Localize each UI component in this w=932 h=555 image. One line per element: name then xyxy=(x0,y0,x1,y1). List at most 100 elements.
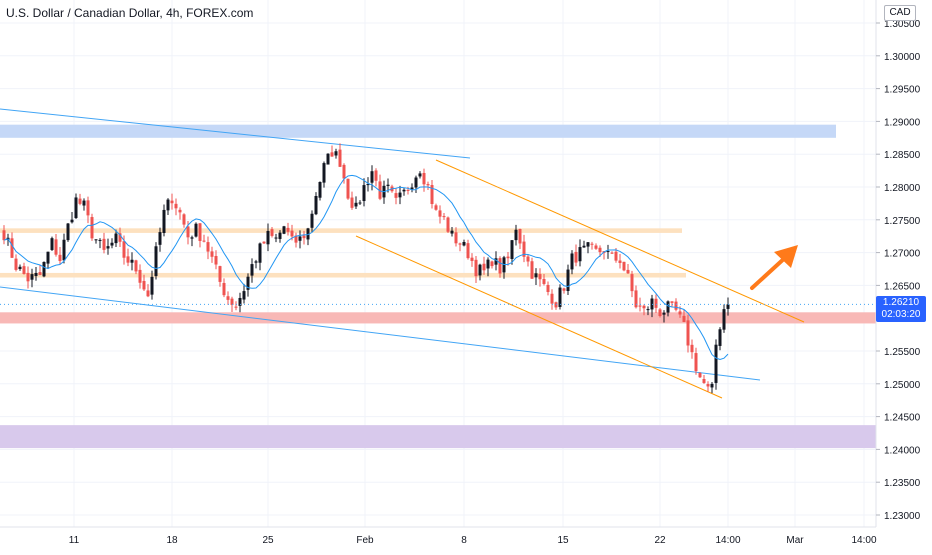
candle-body xyxy=(194,223,198,237)
candle-body xyxy=(210,251,214,257)
candle-body xyxy=(342,164,346,179)
candle-body xyxy=(522,241,526,257)
candle-body xyxy=(386,184,390,186)
candle-body xyxy=(482,263,486,271)
y-tick-label: 1.24000 xyxy=(884,445,921,456)
y-tick-label: 1.24500 xyxy=(884,413,921,424)
candle-body xyxy=(322,163,326,183)
candle-body xyxy=(710,383,714,388)
candle-body xyxy=(70,219,74,223)
candle-body xyxy=(110,242,114,246)
candle-body xyxy=(278,232,282,239)
candle-body xyxy=(370,171,374,183)
candle-body xyxy=(182,214,186,225)
y-tick-label: 1.28000 xyxy=(884,183,921,194)
candle-body xyxy=(694,353,698,372)
candle-body xyxy=(582,245,586,248)
candle-body xyxy=(150,276,154,295)
candle-body xyxy=(54,239,58,255)
candle-body xyxy=(218,266,222,282)
candle-body xyxy=(270,229,274,236)
x-tick-label: Mar xyxy=(786,535,804,546)
candle-body xyxy=(358,202,362,204)
candle-body xyxy=(478,264,482,276)
candle-body xyxy=(34,272,38,276)
candle-body xyxy=(530,261,534,279)
candle-body xyxy=(362,185,366,202)
candle-body xyxy=(658,309,662,316)
candle-body xyxy=(246,276,250,290)
x-tick-label: 15 xyxy=(557,535,569,546)
candle-body xyxy=(310,213,314,228)
x-tick-label: 18 xyxy=(166,535,178,546)
candle-body xyxy=(466,243,470,259)
candle-body xyxy=(378,181,382,199)
channel-upper xyxy=(435,159,805,323)
candle-body xyxy=(414,177,418,188)
candle-body xyxy=(122,241,126,258)
moving-average xyxy=(3,174,729,361)
candle-body xyxy=(162,209,166,233)
candle-body xyxy=(230,298,234,305)
candle-body xyxy=(262,241,266,244)
ma-line xyxy=(3,174,729,361)
forecast-arrow xyxy=(750,245,798,290)
candle-body xyxy=(546,284,550,292)
currency-badge[interactable]: CAD xyxy=(884,5,916,21)
candle-body xyxy=(250,264,254,276)
candle-body xyxy=(202,240,206,242)
candle-body xyxy=(586,242,590,247)
candle-body xyxy=(682,315,686,323)
candle-body xyxy=(498,258,502,274)
candle-body xyxy=(634,290,638,308)
y-tick-label: 1.25000 xyxy=(884,380,921,391)
candle-body xyxy=(90,217,94,239)
candle-body xyxy=(222,282,226,296)
candle-body xyxy=(594,245,598,249)
candle-body xyxy=(294,235,298,243)
candle-body xyxy=(714,344,718,383)
zone-orange-upper xyxy=(0,228,682,233)
candle-body xyxy=(410,187,414,190)
candle-body xyxy=(138,269,142,283)
y-tick-label: 1.27500 xyxy=(884,216,921,227)
x-tick-label: 8 xyxy=(461,535,467,546)
candle-body xyxy=(590,243,594,245)
candle-body xyxy=(606,250,610,252)
candle-body xyxy=(126,256,130,263)
candle-body xyxy=(726,304,730,309)
x-tick-label: 11 xyxy=(69,535,80,546)
x-tick-label: 14:00 xyxy=(715,535,740,546)
y-tick-label: 1.23000 xyxy=(884,511,921,522)
candle-body xyxy=(134,260,138,272)
candle-body xyxy=(86,200,90,216)
y-tick-label: 1.29000 xyxy=(884,117,921,128)
candle-body xyxy=(458,243,462,245)
candle-body xyxy=(398,192,402,198)
candle-body xyxy=(422,172,426,185)
candle-body xyxy=(290,230,294,237)
candle-body xyxy=(706,384,710,387)
candle-body xyxy=(142,280,146,290)
candle-body xyxy=(642,305,646,309)
x-tick-label: 14:00 xyxy=(851,535,876,546)
candle-body xyxy=(470,257,474,261)
candle-body xyxy=(518,229,522,244)
candle-body xyxy=(418,173,422,177)
candle-body xyxy=(678,311,682,315)
candle-body xyxy=(406,189,410,191)
candle-body xyxy=(30,274,34,280)
candle-body xyxy=(598,247,602,253)
candle-body xyxy=(10,238,14,258)
candle-body xyxy=(258,243,262,263)
candle-body xyxy=(610,252,614,254)
zone-purple xyxy=(0,425,876,449)
trendline-upper xyxy=(0,108,471,159)
candle-body xyxy=(74,197,78,219)
candle-body xyxy=(622,261,626,271)
candle-body xyxy=(2,230,6,241)
zone-red xyxy=(0,312,876,324)
candle-body xyxy=(158,232,162,245)
